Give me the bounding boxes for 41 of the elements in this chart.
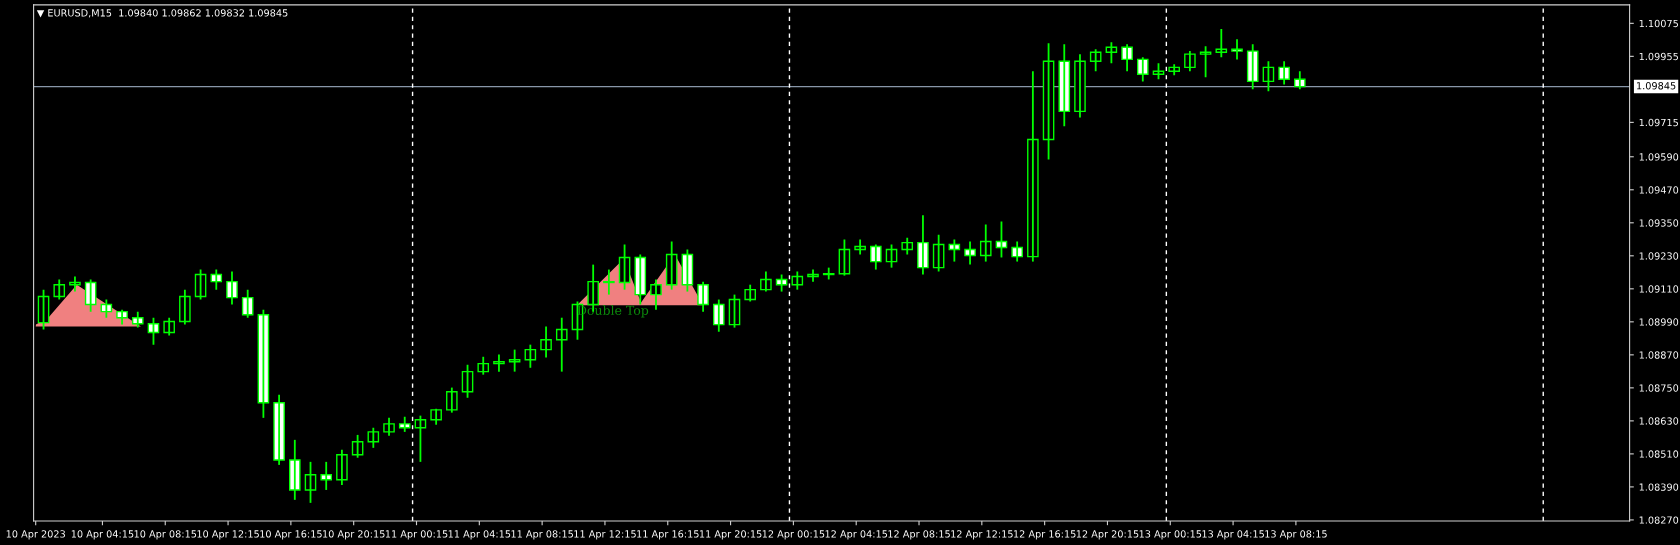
y-tick-label: 1.09350 [1639,219,1679,227]
x-tick-label: 11 Apr 00:15 [385,530,448,540]
x-tick-label: 13 Apr 04:15 [1202,530,1264,540]
x-tick-label: 12 Apr 20:15 [1076,530,1139,540]
candlestick [1184,50,1196,73]
y-tick-label: 1.10075 [1639,19,1678,28]
x-tick-label: 12 Apr 04:15 [825,530,888,540]
x-tick-label: 10 Apr 04:15 [71,530,134,540]
x-tick-label: 12 Apr 12:15 [951,530,1013,540]
chart-title: ▼ EURUSD,M15 1.09840 1.09862 1.09832 1.09845 [36,9,288,18]
y-tick-label: 1.09110 [1639,285,1679,293]
candlestick [1294,70,1306,91]
y-tick-label: 1.08630 [1639,417,1679,425]
x-tick-label: 11 Apr 16:15 [637,530,699,540]
x-tick-label: 10 Apr 08:15 [134,530,197,540]
y-tick-label: 1.08390 [1639,483,1679,491]
x-tick-label: 12 Apr 08:15 [888,530,950,540]
x-tick-label: 12 Apr 16:15 [1014,530,1076,540]
y-tick-label: 1.08990 [1639,318,1679,326]
x-tick-label: 10 Apr 2023 [6,530,65,540]
x-tick-label: 13 Apr 00:15 [1139,530,1202,540]
x-tick-label: 10 Apr 12:15 [197,530,259,540]
x-tick-label: 11 Apr 08:15 [511,530,573,540]
x-tick-label: 11 Apr 12:15 [574,530,636,540]
y-tick-label: 1.09715 [1639,118,1678,127]
x-tick-label: 10 Apr 20:15 [323,530,385,540]
y-tick-label: 1.09955 [1639,52,1678,61]
y-tick-label: 1.08270 [1639,516,1679,524]
x-tick-label: 10 Apr 16:15 [260,530,322,540]
x-tick-label: 13 Apr 08:15 [1265,530,1327,540]
y-tick-label: 1.08870 [1639,351,1679,359]
y-tick-label: 1.09470 [1639,186,1679,194]
x-tick-label: 11 Apr 20:15 [699,530,762,540]
x-tick-label: 11 Apr 04:15 [448,530,511,540]
y-tick-label: 1.09230 [1639,252,1679,260]
x-tick-label: 12 Apr 00:15 [762,530,825,540]
y-tick-label: 1.08750 [1639,384,1679,392]
candlestick [383,416,395,437]
y-tick-label: 1.09590 [1639,153,1679,161]
ref-line-label: 1.09845 [1637,82,1676,90]
y-tick-label: 1.08510 [1639,450,1679,458]
